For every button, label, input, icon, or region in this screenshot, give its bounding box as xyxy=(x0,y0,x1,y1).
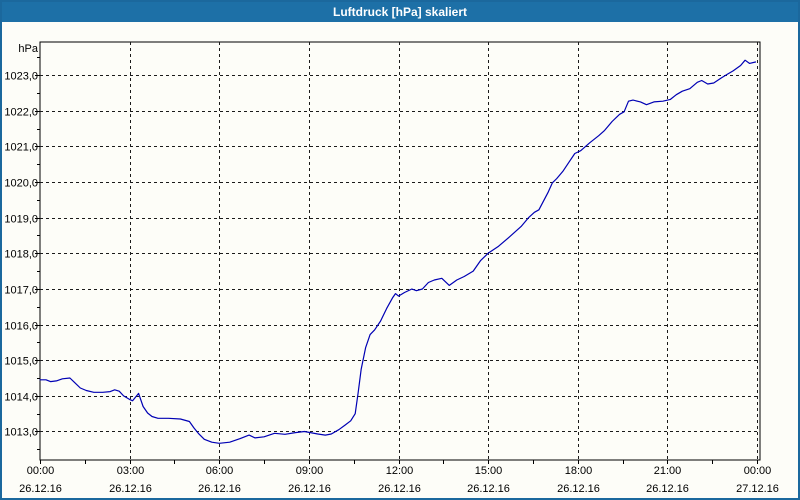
y-tick-label: 1019,0 xyxy=(4,214,38,226)
chart-area: 1013,0 1014,0 1015,0 1016,0 1017,0 1018,0 1019… xyxy=(2,22,798,498)
y-tick-label: 1013,0 xyxy=(4,427,38,439)
x-tick-date-label: 26.12.16 xyxy=(288,483,331,495)
y-tick-label: 1017,0 xyxy=(4,285,38,297)
window-titlebar[interactable]: Luftdruck [hPa] skaliert xyxy=(2,2,798,22)
x-tick-time-label: 09:00 xyxy=(296,465,324,477)
x-tick-date-label: 26.12.16 xyxy=(109,483,152,495)
y-tick-label: 1015,0 xyxy=(4,356,38,368)
y-tick-label: 1021,0 xyxy=(4,142,38,154)
x-tick-date-label: 26.12.16 xyxy=(467,483,510,495)
pressure-series-line xyxy=(39,59,757,444)
x-tick-time-label: 00:00 xyxy=(27,465,55,477)
x-tick-date-label: 26.12.16 xyxy=(198,483,241,495)
x-tick-date-label: 27.12.16 xyxy=(736,483,779,495)
x-tick-time-label: 21:00 xyxy=(654,465,682,477)
x-tick-time-label: 03:00 xyxy=(117,465,145,477)
y-tick-label: 1020,0 xyxy=(4,178,38,190)
x-tick-date-label: 26.12.16 xyxy=(19,483,62,495)
x-tick-time-label: 00:00 xyxy=(744,465,772,477)
x-tick-time-label: 15:00 xyxy=(475,465,503,477)
y-axis-unit-label: hPa xyxy=(18,43,38,55)
y-tick-label: 1014,0 xyxy=(4,392,38,404)
y-tick-label: 1018,0 xyxy=(4,249,38,261)
x-tick-date-label: 26.12.16 xyxy=(378,483,421,495)
x-tick-time-label: 06:00 xyxy=(206,465,234,477)
x-tick-time-label: 18:00 xyxy=(565,465,593,477)
window-title: Luftdruck [hPa] skaliert xyxy=(332,5,468,19)
y-tick-label: 1022,0 xyxy=(4,107,38,119)
y-tick-label: 1023,0 xyxy=(4,71,38,83)
y-tick-label: 1016,0 xyxy=(4,321,38,333)
x-tick-date-label: 26.12.16 xyxy=(646,483,689,495)
pressure-line-chart: 1013,0 1014,0 1015,0 1016,0 1017,0 1018,0 1019… xyxy=(4,41,779,495)
x-tick-date-label: 26.12.16 xyxy=(557,483,600,495)
x-tick-time-label: 12:00 xyxy=(386,465,414,477)
